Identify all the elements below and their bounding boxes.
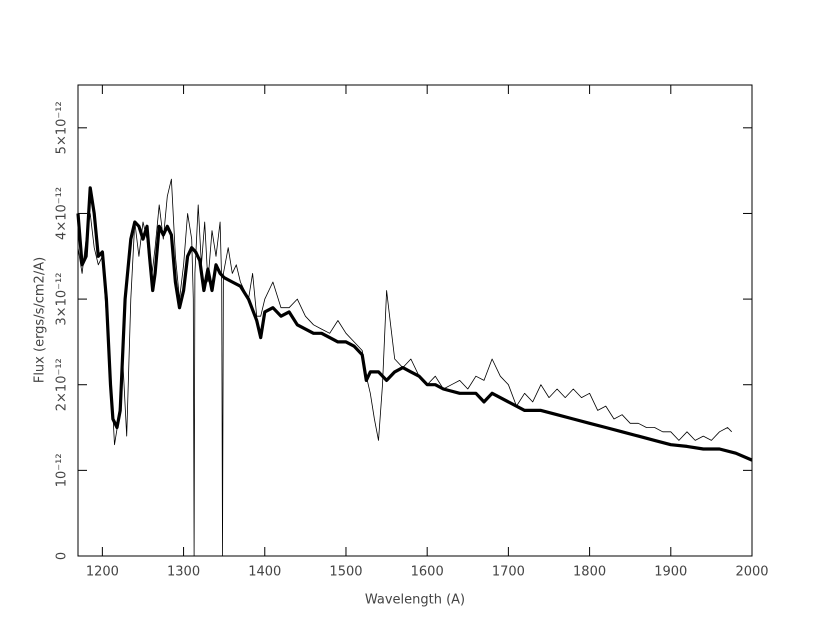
x-tick-label: 1800 xyxy=(573,565,606,580)
x-tick-label: 1700 xyxy=(492,565,525,580)
y-tick-label: 2×10⁻¹² xyxy=(55,358,70,411)
y-tick-label: 5×10⁻¹² xyxy=(55,101,70,154)
y-axis-label: Flux (ergs/s/cm2/A) xyxy=(33,257,48,383)
y-tick-label: 10⁻¹² xyxy=(55,453,70,487)
x-axis-label: Wavelength (A) xyxy=(365,593,465,608)
y-tick-label: 4×10⁻¹² xyxy=(55,187,70,240)
spectrum-line xyxy=(77,178,732,557)
y-tick-label: 3×10⁻¹² xyxy=(55,273,70,326)
x-tick-label: 2000 xyxy=(735,565,768,580)
x-tick-label: 1200 xyxy=(86,565,119,580)
x-tick-label: 1600 xyxy=(411,565,444,580)
plot-frame xyxy=(77,84,753,557)
x-tick-label: 1900 xyxy=(654,565,687,580)
y-tick-label: 0 xyxy=(55,552,70,560)
x-tick-label: 1500 xyxy=(329,565,362,580)
spectrum-line xyxy=(76,186,753,462)
x-tick-label: 1400 xyxy=(248,565,281,580)
x-tick-label: 1300 xyxy=(167,565,200,580)
